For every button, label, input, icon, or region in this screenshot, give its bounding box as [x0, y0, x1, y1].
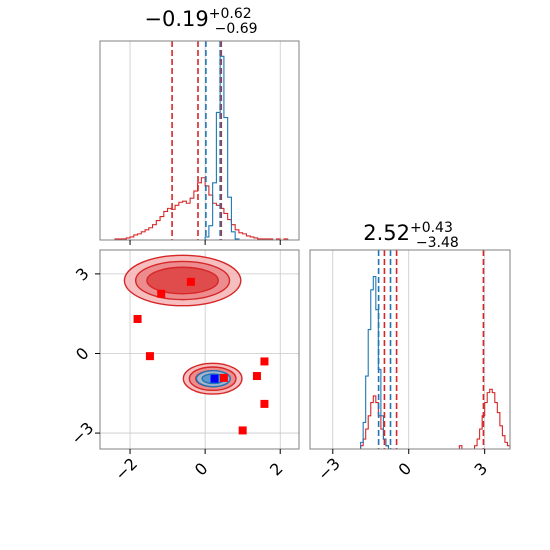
- marginal-param2-title: 2.52+0.43 −3.48: [363, 220, 459, 251]
- joint-ytick-label-0: −3: [67, 418, 97, 448]
- joint-marker-8: [219, 373, 228, 382]
- marginal-param2-title-minus: −3.48: [416, 235, 459, 251]
- marginal-param2-title-plus: +0.43: [410, 220, 453, 236]
- joint-frame: [99, 249, 300, 450]
- marginal-param1-title-plus: +0.62: [209, 6, 252, 22]
- joint-marker-4: [260, 357, 269, 366]
- joint-marker-7: [238, 426, 247, 435]
- joint-marker-0: [186, 277, 195, 286]
- marginal-param1-title-minus: −0.69: [215, 21, 258, 37]
- joint-scatter-param1-param2: −2 0 2 −3 0 3: [67, 249, 300, 484]
- marginal-param1-histogram-step-series-0: [111, 177, 299, 241]
- joint-xtick-label-0: −2: [111, 454, 141, 484]
- marginal-param1-frame: [99, 40, 300, 241]
- marginal-param1-title: −0.19+0.62 −0.69: [144, 6, 257, 37]
- marginal-param1-title-value: −0.19: [144, 7, 208, 31]
- marginal-param2-title-value: 2.52: [363, 221, 410, 245]
- joint-marker-5: [252, 372, 261, 381]
- marginal-histogram-param1: −0.19+0.62 −0.69: [99, 6, 300, 245]
- joint-ytick-label-1: 0: [72, 344, 93, 365]
- joint-marker-2: [133, 314, 142, 323]
- joint-ytick-label-2: 3: [72, 264, 93, 285]
- joint-marker-9: [210, 374, 219, 383]
- marginal-param2-xtick-label-0: −3: [314, 454, 344, 484]
- marginal-param2-frame: [309, 249, 511, 450]
- joint-contour-0-level-2: [146, 266, 219, 295]
- joint-marker-6: [260, 399, 269, 408]
- joint-xtick-label-1: 0: [191, 459, 212, 480]
- joint-xtick-label-2: 2: [266, 459, 287, 480]
- joint-marker-1: [157, 289, 166, 298]
- marginal-histogram-param2: −3 0 3 2.52+0.43 −3.48: [309, 220, 511, 484]
- marginal-param2-xtick-label-2: 3: [470, 459, 491, 480]
- marginal-param2-xtick-label-1: 0: [395, 459, 416, 480]
- joint-marker-3: [145, 352, 154, 361]
